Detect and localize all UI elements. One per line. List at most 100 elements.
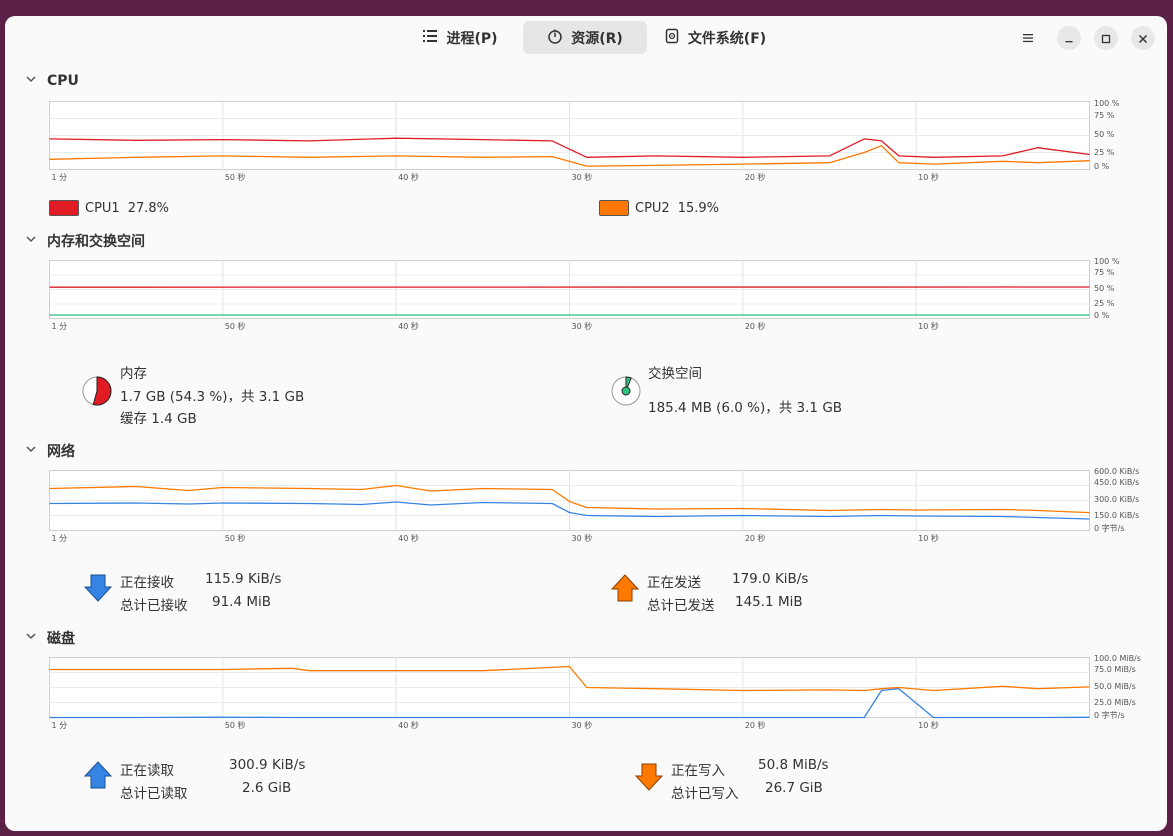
series-line-0 bbox=[49, 501, 1090, 520]
tab-processes[interactable]: 进程(P) bbox=[405, 21, 515, 54]
x-tick-label: 40 秒 bbox=[398, 534, 419, 543]
graph-plot bbox=[49, 101, 1090, 170]
cpu1-color-swatch[interactable] bbox=[49, 200, 79, 216]
total-sent-label: 总计已发送 bbox=[647, 598, 715, 614]
total-read-value: 2.6 GiB bbox=[242, 780, 292, 796]
memory-section-header[interactable]: 内存和交换空间 bbox=[25, 231, 145, 251]
reading-value: 300.9 KiB/s bbox=[229, 757, 306, 773]
x-tick-label: 1 分 bbox=[51, 534, 68, 543]
total-received-label: 总计已接收 bbox=[120, 598, 188, 614]
disk-graph: 1 分 50 秒 40 秒 30 秒 20 秒 10 秒 100.0 MiB/s 75.0 M… bbox=[49, 654, 1141, 730]
x-tick-label: 50 秒 bbox=[224, 721, 246, 730]
maximize-button[interactable] bbox=[1094, 26, 1118, 50]
menu-icon bbox=[1022, 29, 1034, 48]
close-button[interactable] bbox=[1131, 26, 1155, 50]
x-tick-label: 20 秒 bbox=[744, 173, 766, 182]
network-graph: 1 分 50 秒 40 秒 30 秒 20 秒 10 秒 600.0 KiB/s 450.0 … bbox=[49, 467, 1139, 543]
tab-label: 文件系统(F) bbox=[687, 30, 767, 47]
total-read-label: 总计已读取 bbox=[120, 786, 188, 802]
header-bar: 进程(P) 资源(R) 文件系统(F) bbox=[5, 16, 1167, 62]
y-tick-label: 600.0 KiB/s bbox=[1094, 467, 1140, 477]
x-tick-label: 40 秒 bbox=[398, 721, 419, 730]
x-tick-label: 40 秒 bbox=[398, 322, 419, 331]
tab-label: 资源(R) bbox=[571, 30, 623, 47]
chevron-down-icon bbox=[25, 73, 37, 89]
arrow-down-icon[interactable] bbox=[634, 762, 664, 796]
y-tick-label: 75 % bbox=[1094, 110, 1115, 120]
y-tick-label: 0 字节/s bbox=[1094, 524, 1125, 534]
x-tick-label: 10 秒 bbox=[918, 322, 939, 331]
menu-button[interactable] bbox=[1016, 26, 1040, 50]
y-tick-label: 100.0 MiB/s bbox=[1094, 654, 1141, 664]
section-title: CPU bbox=[47, 73, 79, 89]
graph-plot bbox=[49, 260, 1090, 319]
y-tick-label: 300.0 KiB/s bbox=[1094, 495, 1140, 504]
section-title: 内存和交换空间 bbox=[47, 234, 145, 250]
disk-section-header[interactable]: 磁盘 bbox=[25, 628, 75, 648]
chevron-down-icon bbox=[25, 443, 37, 459]
memory-graph: 1 分 50 秒 40 秒 30 秒 20 秒 10 秒 100 % 75 % 50 % 25 %… bbox=[49, 257, 1129, 331]
arrow-down-icon[interactable] bbox=[83, 573, 113, 607]
x-tick-label: 10 秒 bbox=[918, 173, 939, 182]
memory-used: 1.7 GB (54.3 %)，共 3.1 GB bbox=[120, 389, 305, 405]
tab-resources[interactable]: 资源(R) bbox=[523, 21, 647, 54]
x-tick-label: 40 秒 bbox=[398, 173, 419, 182]
cpu1-legend: CPU1 27.8% bbox=[49, 200, 169, 216]
series-line-1 bbox=[49, 484, 1090, 514]
minimize-button[interactable] bbox=[1057, 26, 1081, 50]
gauge-icon bbox=[547, 28, 563, 48]
swap-label: 交换空间 bbox=[648, 366, 702, 382]
y-tick-label: 100 % bbox=[1094, 257, 1120, 267]
cpu2-legend: CPU2 15.9% bbox=[599, 200, 719, 216]
disk-icon bbox=[664, 28, 680, 48]
y-tick-label: 0 字节/s bbox=[1094, 711, 1125, 721]
series-line-0 bbox=[49, 688, 1090, 719]
sending-value: 179.0 KiB/s bbox=[732, 571, 809, 587]
x-tick-label: 30 秒 bbox=[571, 173, 593, 182]
cpu-section-header[interactable]: CPU bbox=[25, 73, 79, 89]
total-written-value: 26.7 GiB bbox=[765, 780, 823, 796]
x-tick-label: 30 秒 bbox=[571, 721, 593, 730]
x-tick-label: 1 分 bbox=[51, 173, 68, 182]
y-tick-label: 25 % bbox=[1094, 299, 1115, 309]
writing-label: 正在写入 bbox=[671, 763, 725, 779]
writing-value: 50.8 MiB/s bbox=[758, 757, 829, 773]
total-written-label: 总计已写入 bbox=[671, 786, 739, 802]
network-section-header[interactable]: 网络 bbox=[25, 441, 75, 461]
y-tick-label: 25.0 MiB/s bbox=[1094, 697, 1136, 707]
section-title: 磁盘 bbox=[47, 631, 75, 647]
y-tick-label: 450.0 KiB/s bbox=[1094, 478, 1140, 488]
y-tick-label: 25 % bbox=[1094, 147, 1115, 157]
tab-file-systems[interactable]: 文件系统(F) bbox=[655, 21, 775, 54]
y-tick-label: 50 % bbox=[1094, 130, 1115, 139]
arrow-up-icon[interactable] bbox=[83, 760, 113, 794]
graph-plot bbox=[49, 657, 1090, 719]
x-tick-label: 50 秒 bbox=[224, 173, 246, 182]
y-tick-label: 0 % bbox=[1094, 311, 1110, 321]
total-received-value: 91.4 MiB bbox=[212, 594, 272, 610]
x-tick-label: 20 秒 bbox=[744, 322, 766, 331]
y-tick-label: 0 % bbox=[1094, 161, 1110, 171]
memory-pie-icon[interactable] bbox=[81, 375, 113, 411]
total-sent-value: 145.1 MiB bbox=[735, 594, 803, 610]
system-monitor-window: 进程(P) 资源(R) 文件系统(F) bbox=[5, 16, 1167, 831]
cpu-graph: 1 分 50 秒 40 秒 30 秒 20 秒 10 秒 100 % 75 % 50 % 25 %… bbox=[49, 99, 1129, 182]
x-tick-label: 1 分 bbox=[51, 322, 68, 331]
cpu1-name: CPU1 bbox=[85, 200, 120, 216]
reading-label: 正在读取 bbox=[120, 763, 174, 779]
receiving-value: 115.9 KiB/s bbox=[205, 571, 282, 587]
section-title: 网络 bbox=[47, 444, 75, 460]
series-line-1 bbox=[49, 665, 1090, 692]
chevron-down-icon bbox=[25, 630, 37, 646]
y-tick-label: 75.0 MiB/s bbox=[1094, 665, 1136, 675]
y-tick-label: 50.0 MiB/s bbox=[1094, 682, 1136, 691]
x-tick-label: 30 秒 bbox=[571, 534, 593, 543]
arrow-up-icon[interactable] bbox=[610, 573, 640, 607]
swap-pie-icon[interactable] bbox=[610, 375, 642, 411]
series-line-0 bbox=[49, 137, 1090, 158]
x-tick-label: 50 秒 bbox=[224, 322, 246, 331]
y-tick-label: 150.0 KiB/s bbox=[1094, 510, 1140, 520]
graph-plot bbox=[49, 470, 1090, 531]
memory-cache: 缓存 1.4 GB bbox=[120, 411, 197, 427]
cpu2-color-swatch[interactable] bbox=[599, 200, 629, 216]
